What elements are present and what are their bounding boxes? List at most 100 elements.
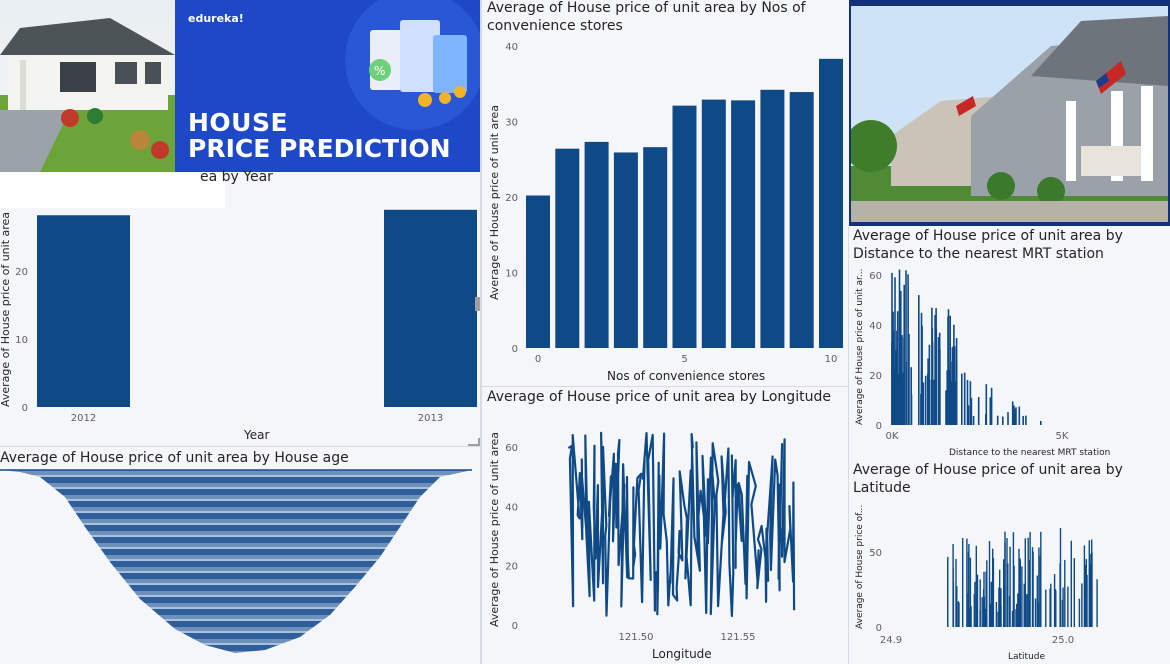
bar [990, 581, 992, 627]
bar [956, 586, 958, 627]
bar [930, 379, 933, 425]
bar [1036, 575, 1038, 627]
bar [989, 603, 992, 627]
overlap-mask [0, 172, 225, 208]
bar [1013, 565, 1015, 627]
resize-handle[interactable] [475, 297, 480, 311]
bar [908, 333, 910, 425]
bar [934, 315, 936, 425]
visual-convenience-stores[interactable]: Average of House price of unit area by N… [482, 0, 848, 386]
street-photo [849, 0, 1170, 226]
visual-title: ea by Year [200, 169, 273, 185]
bar [998, 587, 1000, 627]
bar [952, 345, 955, 425]
bar [951, 347, 954, 425]
visual-title: Average of House price of unit area by L… [487, 389, 831, 405]
house-age-area-chart [0, 469, 472, 653]
bar [1008, 595, 1011, 627]
bar [1081, 583, 1083, 627]
x-tick-label: 25.0 [1052, 635, 1074, 646]
bar [935, 329, 938, 425]
bar [1062, 587, 1064, 627]
bar [1096, 579, 1098, 627]
y-tick-label: 0 [876, 421, 882, 432]
bar [927, 373, 929, 425]
y-tick-label: 20 [869, 371, 882, 382]
x-tick-label: 5K [1056, 431, 1069, 442]
bar [985, 571, 987, 627]
visual-title-line1: Average of House price of unit area by [853, 462, 1123, 478]
house-photo-illustration [0, 0, 175, 172]
bar [760, 89, 785, 348]
bar [997, 611, 999, 627]
bar [999, 592, 1001, 627]
y-tick-label: 60 [869, 271, 882, 282]
bar [1007, 563, 1009, 627]
bar [896, 311, 899, 425]
mrt-bar-chart: Average of House price of unit ar... Dis… [855, 269, 1110, 459]
visual-year[interactable]: ea by Year Average of House price of uni… [0, 169, 480, 446]
bar [1040, 421, 1042, 425]
bar [1031, 547, 1034, 627]
bar [954, 392, 957, 425]
bar [963, 372, 966, 425]
bar [892, 330, 895, 425]
visual-title-line2: Distance to the nearest MRT station [853, 246, 1104, 262]
bar [1009, 546, 1011, 627]
bar [974, 596, 976, 627]
bar [1006, 538, 1008, 627]
bar [1059, 528, 1062, 627]
bar [1090, 564, 1092, 627]
banner-title-line2: PRICE PREDICTION [188, 134, 451, 163]
bar [1011, 401, 1014, 425]
y-axis-label: Average of House price of unit area [0, 212, 12, 407]
x-axis-label: Nos of convenience stores [607, 369, 765, 383]
y-axis-label: Average of House price of unit area [488, 432, 501, 627]
house-photo [0, 0, 175, 172]
bar [986, 560, 988, 627]
bar [1027, 537, 1029, 627]
bar [958, 602, 960, 627]
visual-mrt-distance[interactable]: Average of House price of unit area by D… [849, 227, 1170, 460]
y-tick-label: 40 [869, 321, 882, 332]
bar [1004, 531, 1006, 627]
svg-text:%: % [374, 64, 385, 78]
visual-longitude[interactable]: Average of House price of unit area by L… [482, 387, 848, 664]
bar [907, 274, 909, 425]
latitude-bar-chart: Average of House price of... Latitude 0 5… [855, 505, 1098, 662]
visual-title: Average of House price of unit area by H… [0, 450, 349, 466]
x-tick-label: 10 [825, 354, 838, 365]
visual-house-age[interactable]: Average of House price of unit area by H… [0, 447, 480, 664]
panel-divider [0, 446, 480, 447]
bar [1084, 565, 1086, 627]
bar [924, 375, 927, 425]
bar [933, 379, 936, 425]
bar [975, 545, 977, 627]
resize-handle[interactable] [468, 438, 480, 446]
bar [1045, 589, 1047, 627]
y-tick-label: 0 [22, 403, 28, 414]
bar [922, 382, 925, 425]
x-tick-label: 0K [886, 431, 899, 442]
bar [938, 332, 941, 425]
x-tick-label: 0 [535, 354, 541, 365]
bar [894, 277, 896, 425]
bar [961, 373, 963, 425]
bar [672, 105, 697, 349]
bar [1017, 593, 1019, 627]
y-tick-label: 40 [505, 502, 518, 513]
bar [643, 147, 668, 348]
bar [976, 574, 979, 627]
bar [945, 390, 947, 425]
bar [819, 58, 843, 349]
house-age-area [0, 470, 472, 653]
bar [1015, 609, 1017, 627]
visual-latitude[interactable]: Average of House price of unit area by L… [849, 461, 1170, 664]
bar [1049, 593, 1051, 627]
bar [1016, 603, 1018, 627]
bar [1055, 591, 1057, 627]
bar [1013, 413, 1016, 425]
panel-divider [480, 0, 482, 664]
bar [981, 597, 983, 627]
bar [992, 578, 994, 627]
